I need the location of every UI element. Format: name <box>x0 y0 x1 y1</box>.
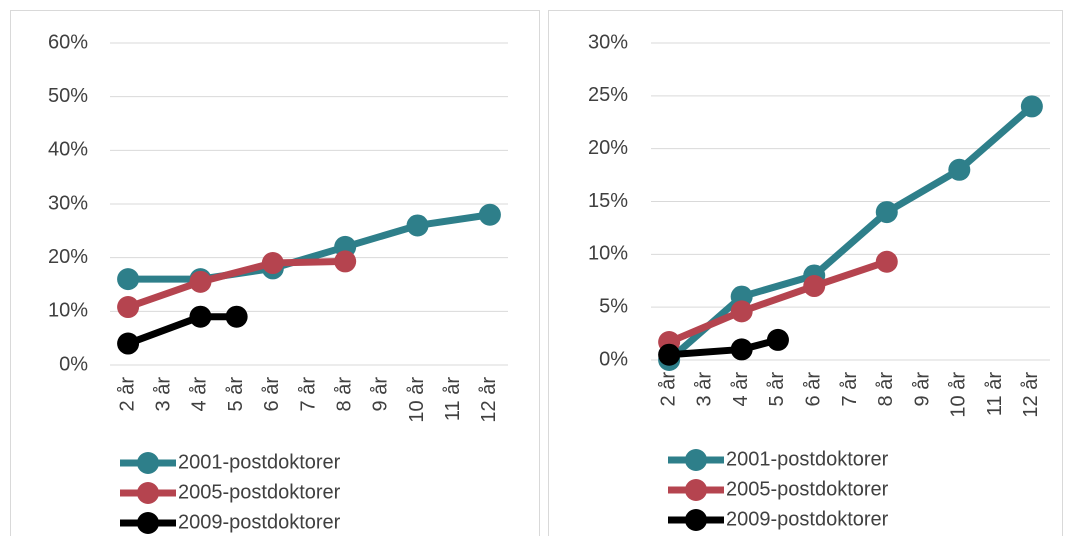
x-tick-label: 11 år <box>442 377 464 421</box>
data-point <box>189 270 212 293</box>
data-point <box>261 252 284 275</box>
x-tick-label: 7 år <box>297 377 319 412</box>
data-point <box>875 250 898 273</box>
series-line <box>126 257 346 311</box>
x-tick-label: 11 år <box>984 372 1006 416</box>
series-line <box>666 103 1035 363</box>
y-tick-label: 60% <box>48 31 88 53</box>
x-tick-label: 4 år <box>730 372 752 407</box>
data-point <box>875 201 898 224</box>
x-tick-label: 10 år <box>406 377 428 423</box>
y-tick-label: 0% <box>59 353 88 375</box>
x-tick-label: 9 år <box>370 377 392 412</box>
x-tick-label: 7 år <box>839 372 861 407</box>
legend-label: 2009-postdoktorer <box>178 511 341 533</box>
y-tick-label: 25% <box>588 84 628 106</box>
x-tick-label: 5 år <box>766 372 788 407</box>
x-tick-label: 4 år <box>189 377 211 412</box>
series-line <box>667 258 888 346</box>
legend-label: 2001-postdoktorer <box>178 451 341 473</box>
x-tick-label: 8 år <box>333 377 355 412</box>
legend-marker <box>137 482 159 504</box>
x-tick-label: 2 år <box>657 372 679 407</box>
x-tick-label: 5 år <box>225 377 247 412</box>
x-tick-label: 6 år <box>261 377 283 412</box>
legend-label: 2009-postdoktorer <box>726 508 889 530</box>
data-point <box>334 250 357 273</box>
y-tick-label: 20% <box>588 137 628 159</box>
data-point <box>803 275 826 298</box>
legend-marker <box>685 509 707 531</box>
data-point <box>766 328 789 351</box>
y-tick-label: 10% <box>48 300 88 322</box>
y-tick-label: 0% <box>599 348 628 370</box>
panel-frame <box>10 10 540 536</box>
x-tick-label: 10 år <box>948 372 970 418</box>
data-point <box>117 332 140 355</box>
y-tick-label: 10% <box>588 243 628 265</box>
data-point <box>478 203 501 226</box>
x-tick-label: 12 år <box>478 377 500 423</box>
data-point <box>117 296 140 319</box>
data-point <box>730 300 753 323</box>
data-point <box>406 214 429 237</box>
y-tick-label: 40% <box>48 139 88 161</box>
data-point <box>658 343 681 366</box>
legend-label: 2001-postdoktorer <box>726 448 889 470</box>
data-point <box>189 305 212 328</box>
legend-marker <box>137 512 159 534</box>
data-point <box>117 268 140 291</box>
x-tick-label: 6 år <box>803 372 825 407</box>
x-tick-label: 3 år <box>153 377 175 412</box>
y-tick-label: 30% <box>588 31 628 53</box>
x-tick-label: 2 år <box>116 377 138 412</box>
y-tick-label: 30% <box>48 192 88 214</box>
data-point <box>948 158 971 181</box>
x-tick-label: 9 år <box>911 372 933 407</box>
panel-frame <box>548 10 1063 536</box>
legend-label: 2005-postdoktorer <box>726 478 889 500</box>
legend-marker <box>137 452 159 474</box>
y-tick-label: 15% <box>588 190 628 212</box>
y-tick-label: 5% <box>599 295 628 317</box>
series-line <box>128 211 491 283</box>
y-tick-label: 50% <box>48 85 88 107</box>
legend-marker <box>685 479 707 501</box>
y-tick-label: 20% <box>48 246 88 268</box>
data-point <box>225 305 248 328</box>
data-point <box>1020 95 1043 118</box>
x-tick-label: 3 år <box>694 372 716 407</box>
legend-marker <box>685 449 707 471</box>
x-tick-label: 12 år <box>1020 372 1042 418</box>
legend-label: 2005-postdoktorer <box>178 481 341 503</box>
data-point <box>730 338 753 361</box>
series-line <box>126 313 237 347</box>
x-tick-label: 8 år <box>875 372 897 407</box>
